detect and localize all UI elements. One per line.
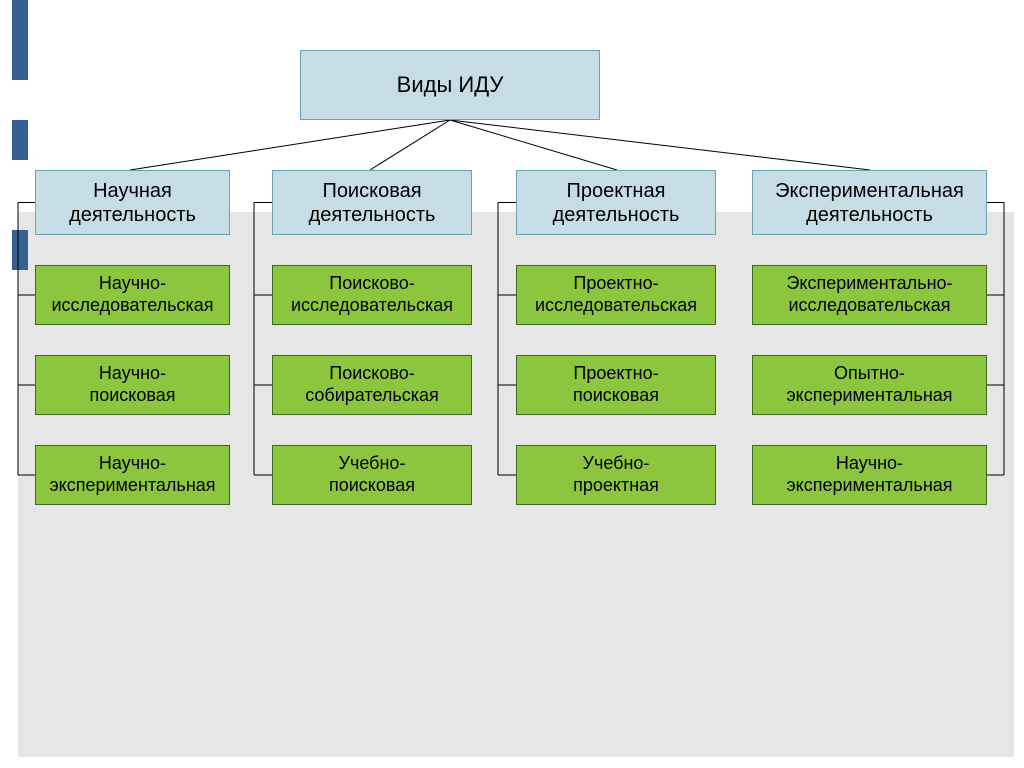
leaf-box-2-2: Учебно- проектная [516,445,716,505]
leaf-box-2-0: Проектно- исследовательская [516,265,716,325]
decor-bar-0 [12,0,28,80]
decor-bar-2 [12,230,28,270]
branch-box-3: Экспериментальная деятельность [752,170,987,235]
leaf-box-1-2: Учебно- поисковая [272,445,472,505]
leaf-box-1-1: Поисково- собирательская [272,355,472,415]
branch-box-1: Поисковая деятельность [272,170,472,235]
leaf-box-0-1: Научно- поисковая [35,355,230,415]
leaf-box-2-1: Проектно- поисковая [516,355,716,415]
branch-box-0: Научная деятельность [35,170,230,235]
leaf-box-1-0: Поисково- исследовательская [272,265,472,325]
leaf-box-3-0: Экспериментально- исследовательская [752,265,987,325]
leaf-box-3-2: Научно- экспериментальная [752,445,987,505]
leaf-box-0-0: Научно- исследовательская [35,265,230,325]
leaf-box-3-1: Опытно- экспериментальная [752,355,987,415]
decor-bar-1 [12,120,28,160]
leaf-box-0-2: Научно- экспериментальная [35,445,230,505]
branch-box-2: Проектная деятельность [516,170,716,235]
root-box: Виды ИДУ [300,50,600,120]
